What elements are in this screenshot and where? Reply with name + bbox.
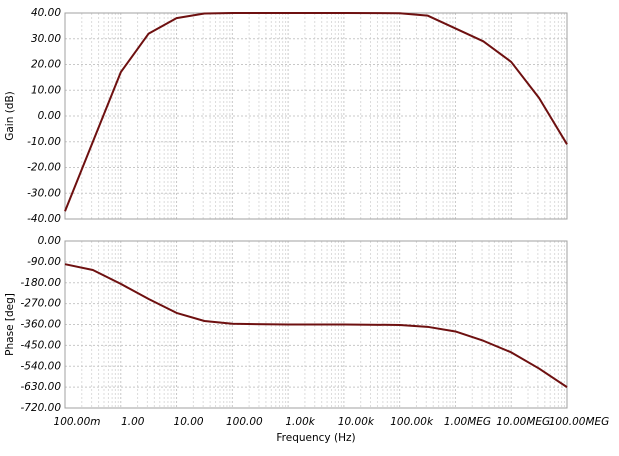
y-tick-label: -180.00 xyxy=(20,277,61,289)
y-tick-label: -540.00 xyxy=(20,360,61,372)
y-tick-label: 0.00 xyxy=(38,110,62,122)
x-tick-label: 10.00MEG xyxy=(496,416,550,428)
y-tick-label: -720.00 xyxy=(20,402,61,414)
x-tick-label: 1.00k xyxy=(285,416,315,428)
y-tick-label: -630.00 xyxy=(20,381,61,393)
x-tick-label: 100.00k xyxy=(390,416,434,428)
y-tick-label: 30.00 xyxy=(31,33,61,45)
x-tick-label: 100.00m xyxy=(54,416,101,428)
y-tick-label: -360.00 xyxy=(20,319,61,331)
x-axis-title: Frequency (Hz) xyxy=(276,432,355,444)
x-tick-label: 100.00MEG xyxy=(549,416,610,428)
y-tick-label: -270.00 xyxy=(20,298,61,310)
plot-frame xyxy=(64,240,568,409)
x-tick-label: 1.00 xyxy=(121,416,145,428)
data-line xyxy=(64,263,568,388)
x-tick-label: 100.00 xyxy=(226,416,263,428)
y-tick-label: 0.00 xyxy=(38,235,62,247)
data-line xyxy=(64,12,568,212)
y-axis-title: Phase [deg] xyxy=(4,293,16,356)
x-tick-label: 1.00MEG xyxy=(444,416,491,428)
x-tick-label: 10.00 xyxy=(174,416,204,428)
y-tick-label: 20.00 xyxy=(31,59,61,71)
y-tick-label: -20.00 xyxy=(27,162,61,174)
y-tick-label: 40.00 xyxy=(31,7,61,19)
y-tick-label: -10.00 xyxy=(27,136,61,148)
y-axis-title: Gain (dB) xyxy=(4,91,16,141)
y-tick-label: -450.00 xyxy=(20,339,61,351)
y-tick-label: -90.00 xyxy=(27,256,61,268)
y-tick-label: -40.00 xyxy=(27,213,61,225)
y-tick-label: -30.00 xyxy=(27,187,61,199)
y-tick-label: 10.00 xyxy=(31,84,61,96)
x-tick-label: 10.00k xyxy=(338,416,375,428)
